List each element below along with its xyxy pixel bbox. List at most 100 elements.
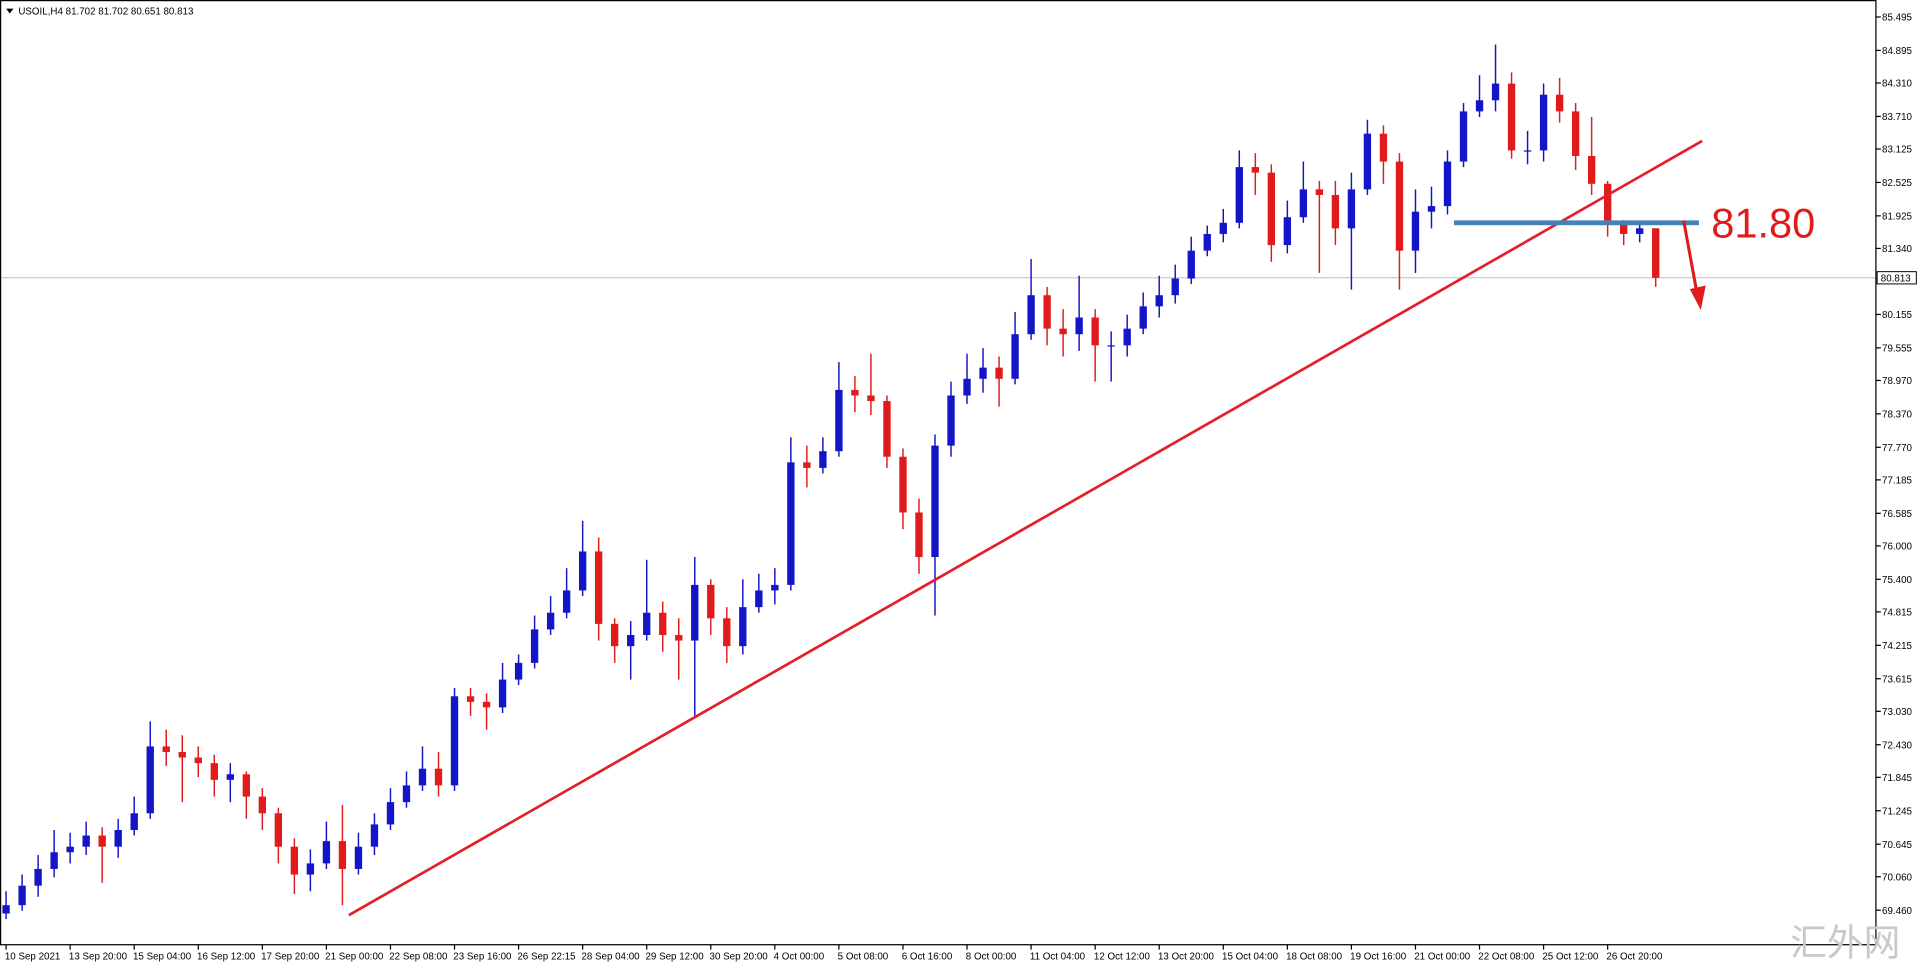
candle-body xyxy=(1027,295,1035,335)
y-tick-label: 76.585 xyxy=(1882,509,1912,520)
y-tick-label: 73.615 xyxy=(1882,674,1912,685)
x-tick-label: 28 Sep 04:00 xyxy=(581,951,640,962)
candle-body xyxy=(1091,317,1099,346)
candle-body xyxy=(450,696,459,786)
y-tick-label: 69.460 xyxy=(1882,906,1912,917)
candle-body xyxy=(675,635,683,641)
candle-body xyxy=(1251,167,1259,173)
candle-body xyxy=(835,389,843,452)
candle-body xyxy=(66,846,74,853)
candle-body xyxy=(947,395,955,446)
y-tick-label: 81.340 xyxy=(1882,244,1912,255)
menu-triangle[interactable] xyxy=(6,8,14,14)
candle-body xyxy=(162,746,170,752)
x-tick-label: 11 Oct 04:00 xyxy=(1030,951,1086,962)
y-tick-label: 77.770 xyxy=(1882,443,1912,454)
candle-body xyxy=(18,885,26,906)
candle-body xyxy=(386,802,395,825)
candle-body xyxy=(194,757,202,764)
candle-body xyxy=(1235,167,1243,223)
candle-body xyxy=(290,846,299,875)
candle-body xyxy=(691,584,699,641)
y-tick-label: 79.555 xyxy=(1882,344,1912,355)
candle-body xyxy=(1075,317,1083,335)
candle-body xyxy=(242,774,250,797)
x-tick-label: 12 Oct 12:00 xyxy=(1094,951,1151,962)
candle-body xyxy=(1443,161,1452,207)
x-tick-label: 17 Sep 20:00 xyxy=(261,951,320,962)
y-tick-label: 84.310 xyxy=(1882,79,1912,90)
candle-body xyxy=(1059,328,1067,335)
x-tick-label: 30 Sep 20:00 xyxy=(710,951,769,962)
candle-body xyxy=(1411,211,1420,251)
y-tick-label: 80.155 xyxy=(1882,310,1912,321)
candle-body xyxy=(2,905,10,914)
candle-body xyxy=(34,868,42,886)
candle-body xyxy=(1379,133,1388,162)
candle-body xyxy=(306,863,315,875)
candle-body xyxy=(643,612,651,636)
candle-body xyxy=(819,451,827,468)
chart-title: USOIL,H4 81.702 81.702 80.651 80.813 xyxy=(18,7,194,18)
candle-body xyxy=(1187,250,1195,279)
candle-body xyxy=(370,824,379,847)
candle-body xyxy=(1155,295,1163,307)
candle-body xyxy=(530,629,539,663)
candle-body xyxy=(1171,278,1179,296)
x-tick-label: 21 Oct 00:00 xyxy=(1414,951,1471,962)
candle-body xyxy=(931,445,939,558)
candle-body xyxy=(274,813,283,847)
candle-body xyxy=(1315,189,1324,195)
x-tick-label: 25 Oct 12:00 xyxy=(1542,951,1599,962)
candle-body xyxy=(1491,83,1500,101)
y-tick-label: 75.400 xyxy=(1882,575,1912,586)
arrow-head xyxy=(1689,285,1706,311)
candle-body xyxy=(178,751,186,758)
down-arrow xyxy=(1682,220,1706,311)
trend-line xyxy=(348,139,1703,917)
x-tick-label: 22 Sep 08:00 xyxy=(389,951,448,962)
candle-body xyxy=(1011,334,1019,379)
candle-body xyxy=(50,852,58,869)
candle-body xyxy=(995,367,1003,379)
candle-body xyxy=(659,612,667,636)
candle-body xyxy=(1523,150,1532,152)
candle-body xyxy=(434,768,443,786)
y-tick-label: 77.185 xyxy=(1882,476,1912,487)
candle-body xyxy=(739,607,747,647)
candle-body xyxy=(1203,233,1211,251)
candle-body xyxy=(338,841,347,869)
candle-body xyxy=(1107,345,1115,347)
x-tick-label: 15 Sep 04:00 xyxy=(133,951,192,962)
current-price-box xyxy=(1876,271,1917,285)
candle-body xyxy=(723,618,731,647)
y-tick-label: 70.060 xyxy=(1882,872,1912,883)
x-tick-label: 13 Oct 20:00 xyxy=(1158,951,1215,962)
x-tick-label: 22 Oct 08:00 xyxy=(1478,951,1535,962)
candle-body xyxy=(851,389,859,396)
candle-body xyxy=(1603,183,1612,223)
candle-body xyxy=(1363,133,1372,190)
candle-body xyxy=(322,841,331,864)
candle-body xyxy=(1539,94,1548,151)
candle-body xyxy=(1587,155,1596,184)
candle-body xyxy=(1427,206,1436,212)
y-tick-label: 72.430 xyxy=(1882,740,1912,751)
candle-body xyxy=(594,551,603,624)
candle-body xyxy=(1475,100,1484,112)
candle-body xyxy=(98,835,106,847)
x-tick-label: 13 Sep 20:00 xyxy=(69,951,128,962)
candle-body xyxy=(1395,161,1404,251)
candle-body xyxy=(146,746,154,814)
candle-body xyxy=(210,763,218,780)
candle-body xyxy=(82,835,90,847)
level-label: 81.80 xyxy=(1711,200,1815,247)
x-tick-label: 6 Oct 16:00 xyxy=(902,951,953,962)
y-tick-label: 71.845 xyxy=(1882,773,1912,784)
y-tick-label: 83.710 xyxy=(1882,112,1912,123)
y-tick-label: 84.895 xyxy=(1882,46,1912,57)
x-tick-label: 26 Oct 20:00 xyxy=(1606,951,1663,962)
y-tick-label: 74.815 xyxy=(1882,608,1912,619)
candle-body xyxy=(1571,111,1580,156)
x-tick-label: 19 Oct 16:00 xyxy=(1350,951,1407,962)
